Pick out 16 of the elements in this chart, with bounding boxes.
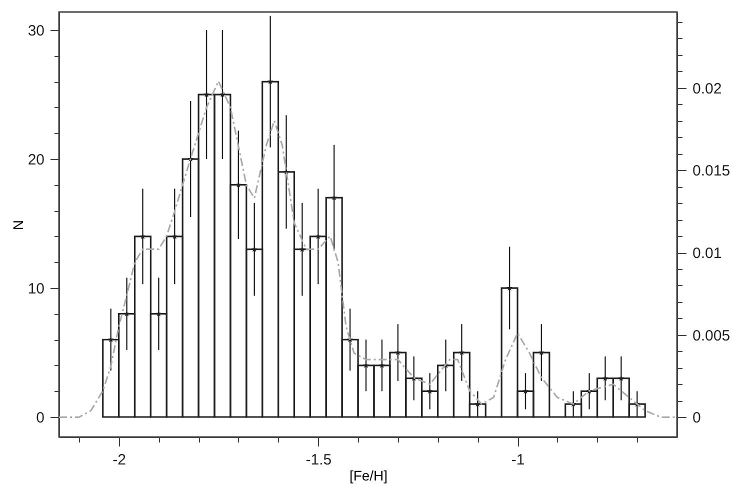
y2-tick-label: 0.015 [692,162,730,180]
point [426,388,433,394]
x-tick-label: -2 [112,452,126,468]
y2-tick-label: 0 [692,410,701,427]
y-tick-label: 0 [36,410,44,427]
y2-tick-label: 0.01 [692,245,722,262]
x-tick-label: -1.5 [306,452,332,468]
x-tick-label: -1 [511,452,525,468]
x-axis-title: [Fe/H] [349,468,388,484]
y-tick-label: 30 [28,22,44,40]
y2-tick-label: 0.02 [692,80,722,98]
y2-tick-label: 0.005 [692,327,730,344]
y-tick-label: 10 [28,280,44,298]
line-series [58,80,678,418]
y-axis-title: N [10,220,26,230]
y-tick-label: 20 [28,152,44,169]
